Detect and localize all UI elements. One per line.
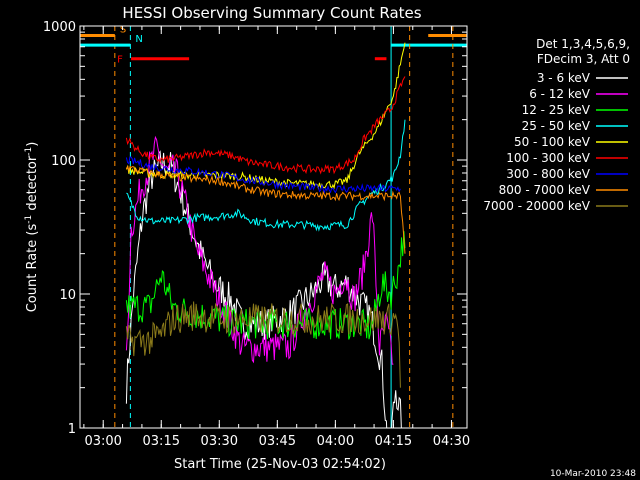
x-tick-label-3: 03:45: [259, 434, 296, 449]
legend-label-7: 800 - 7000 keV: [499, 183, 591, 197]
flag-label-s: S: [120, 24, 126, 35]
axes-layer: 03:00 03:15 03:30 03:45 04:00 04:15 04:30 1 10 10…: [43, 20, 470, 449]
legend-label-4: 50 - 100 keV: [514, 135, 591, 149]
x-tick-label-0: 03:00: [84, 434, 121, 449]
series-line-6: [125, 156, 401, 194]
flare-label: F: [117, 55, 123, 66]
y-axis-label: Count Rate (s-1 detector-1): [24, 142, 40, 313]
x-tick-label-1: 03:15: [143, 434, 180, 449]
chart-title: HESSI Observing Summary Count Rates: [122, 4, 421, 22]
legend-label-5: 100 - 300 keV: [506, 151, 590, 165]
series-line-0: [125, 150, 403, 428]
x-tick-label-5: 04:15: [375, 434, 412, 449]
x-tick-label-6: 04:30: [433, 434, 470, 449]
series-line-5: [125, 76, 406, 175]
y-tick-label-1: 10: [59, 288, 76, 303]
legend-label-1: 6 - 12 keV: [529, 87, 591, 101]
x-tick-label-2: 03:30: [201, 434, 238, 449]
flag-label-n: N: [135, 34, 142, 45]
x-axis-label: Start Time (25-Nov-03 02:54:02): [174, 457, 386, 472]
legend-label-3: 25 - 50 keV: [522, 119, 591, 133]
date-stamp: 10-Mar-2010 23:48: [550, 469, 636, 479]
legend-header-line-1: Det 1,3,4,5,6,9,: [536, 37, 630, 51]
legend-label-8: 7000 - 20000 keV: [483, 199, 590, 213]
y-tick-label-3: 1000: [43, 20, 76, 35]
legend-label-2: 12 - 25 keV: [522, 103, 591, 117]
y-tick-label-2: 100: [51, 154, 76, 169]
legend: Det 1,3,4,5,6,9, FDecim 3, Att 0 3 - 6 k…: [483, 37, 630, 213]
y-tick-label-0: 1: [68, 422, 76, 437]
series-line-3: [126, 119, 406, 232]
legend-header-line-2: FDecim 3, Att 0: [537, 52, 630, 66]
legend-label-6: 300 - 800 keV: [506, 167, 590, 181]
series-line-2: [125, 231, 406, 340]
series-line-8: [125, 301, 401, 388]
x-tick-label-4: 04:00: [317, 434, 354, 449]
clipped-series: SN F: [80, 24, 467, 428]
legend-label-0: 3 - 6 keV: [537, 71, 591, 85]
data-layer: SN F: [80, 24, 467, 428]
series-line-1: [125, 135, 394, 365]
plot-frame: [79, 25, 468, 429]
series-line-7: [125, 164, 406, 254]
